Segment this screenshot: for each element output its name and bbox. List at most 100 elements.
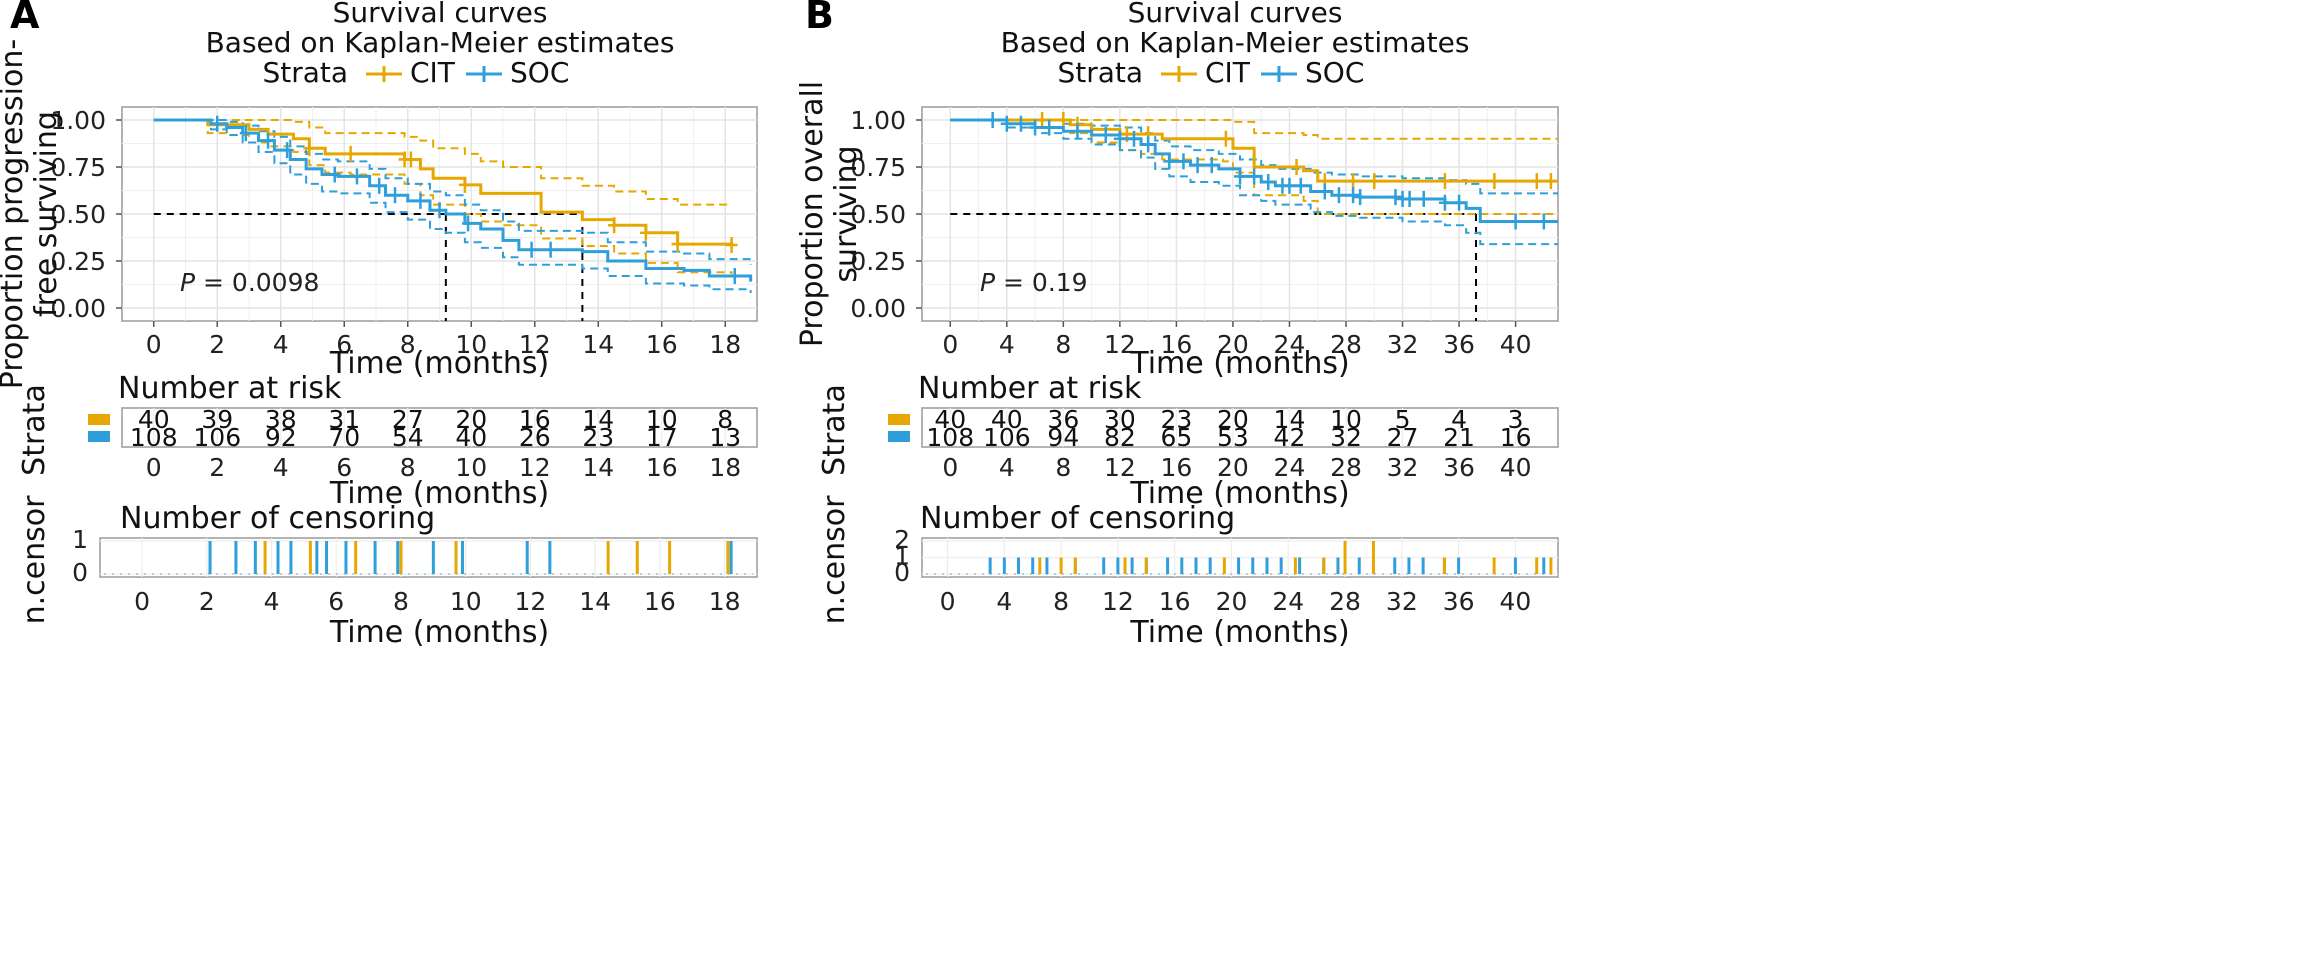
risk-table-title: Number at risk — [118, 371, 342, 406]
x-tick-label: 2 — [209, 330, 225, 359]
risk-cell-cit: 39 — [201, 405, 233, 434]
censor-frame — [99, 537, 758, 578]
censor-x-tick-label: 32 — [1386, 587, 1418, 616]
x-axis-title: Time (months) — [1129, 346, 1349, 381]
chart-subtitle: Based on Kaplan-Meier estimates — [1001, 26, 1470, 59]
risk-cell-soc: 26 — [519, 423, 551, 452]
risk-x-tick-label: 28 — [1330, 453, 1362, 482]
x-tick-label: 20 — [1217, 330, 1249, 359]
risk-x-tick-label: 12 — [1104, 453, 1136, 482]
risk-y-axis-title: Strata — [17, 384, 52, 476]
ci-lower-soc — [153, 119, 752, 293]
risk-cell-soc: 70 — [328, 423, 360, 452]
y-tick-label: 0.25 — [850, 247, 906, 276]
risk-cell-soc: 21 — [1443, 423, 1475, 452]
y-axis-title-line1: Proportion progression- — [0, 39, 30, 389]
x-axis-title: Time (months) — [329, 346, 549, 381]
censor-x-tick-label: 14 — [579, 587, 611, 616]
y-tick-label: 0.75 — [50, 153, 106, 182]
risk-cell-cit: 27 — [392, 405, 424, 434]
risk-x-axis-title: Time (months) — [329, 476, 549, 511]
p-value: P = 0.0098 — [180, 268, 319, 297]
risk-cell-soc: 32 — [1330, 423, 1362, 452]
risk-cell-cit: 4 — [1451, 405, 1467, 434]
km-plot: 0.00 0.25 0.50 0.75 1.00 0 4 8 12 16 20 24 28 32 36 40 T… — [795, 81, 1559, 381]
x-tick-label: 0 — [146, 330, 162, 359]
risk-cell-cit: 40 — [991, 405, 1023, 434]
p-value-symbol: P — [980, 268, 996, 297]
risk-cell-cit: 31 — [328, 405, 360, 434]
censor-x-tick-label: 16 — [644, 587, 676, 616]
censor-x-tick-label: 0 — [940, 587, 956, 616]
risk-cell-cit: 5 — [1395, 405, 1411, 434]
ci-upper-soc — [950, 119, 1558, 195]
risk-cell-cit: 10 — [1330, 405, 1362, 434]
censor-x-tick-label: 4 — [996, 587, 1012, 616]
risk-table-frame — [921, 407, 1559, 448]
legend: Strata CIT SOC — [262, 56, 569, 89]
censor-x-tick-label: 4 — [264, 587, 280, 616]
censor-x-tick-label: 16 — [1159, 587, 1191, 616]
panel-letter: A — [10, 0, 40, 37]
censor-x-tick-label: 8 — [393, 587, 409, 616]
censor-title: Number of censoring — [920, 501, 1235, 536]
risk-x-tick-label: 24 — [1274, 453, 1306, 482]
censor-x-axis-title: Time (months) — [1129, 615, 1349, 650]
risk-x-tick-label: 8 — [400, 453, 416, 482]
risk-cell-cit: 36 — [1047, 405, 1079, 434]
p-value-number: = 0.0098 — [195, 268, 319, 297]
risk-x-tick-label: 6 — [336, 453, 352, 482]
legend-item-cit: CIT — [1205, 56, 1251, 89]
legend-item-soc: SOC — [1305, 56, 1364, 89]
risk-swatch-cit — [88, 414, 110, 425]
y-axis-title-line1: Proportion overall — [795, 81, 830, 347]
x-tick-label: 14 — [582, 330, 614, 359]
x-tick-label: 12 — [519, 330, 551, 359]
risk-cell-soc: 106 — [983, 423, 1031, 452]
x-tick-label: 24 — [1274, 330, 1306, 359]
km-curve-cit — [950, 118, 1558, 183]
panel-letter: B — [805, 0, 834, 37]
risk-cell-soc: 54 — [392, 423, 424, 452]
chart-title: Survival curves — [333, 0, 548, 29]
risk-cell-soc: 106 — [193, 423, 241, 452]
y-tick-label: 0.50 — [850, 200, 906, 229]
risk-x-tick-label: 20 — [1217, 453, 1249, 482]
censor-x-tick-label: 28 — [1329, 587, 1361, 616]
risk-cell-cit: 16 — [519, 405, 551, 434]
risk-x-tick-label: 12 — [519, 453, 551, 482]
risk-cell-cit: 30 — [1104, 405, 1136, 434]
censor-x-tick-label: 18 — [709, 587, 741, 616]
risk-x-tick-label: 16 — [1160, 453, 1192, 482]
censor-y-tick-label: 1 — [72, 525, 88, 554]
risk-y-axis-title: Strata — [817, 384, 852, 476]
risk-cell-soc: 108 — [130, 423, 178, 452]
censor-y-tick-label: 2 — [894, 525, 910, 554]
risk-x-tick-label: 8 — [1055, 453, 1071, 482]
x-tick-label: 28 — [1330, 330, 1362, 359]
censor-y-axis-title: n.censor — [17, 495, 52, 624]
risk-cell-soc: 27 — [1387, 423, 1419, 452]
risk-cell-cit: 40 — [138, 405, 170, 434]
x-tick-label: 16 — [646, 330, 678, 359]
y-tick-label: 0.00 — [850, 294, 906, 323]
risk-cell-soc: 108 — [926, 423, 974, 452]
risk-cell-cit: 8 — [717, 405, 733, 434]
risk-x-tick-label: 4 — [999, 453, 1015, 482]
risk-cell-soc: 40 — [455, 423, 487, 452]
risk-cell-cit: 3 — [1508, 405, 1524, 434]
x-tick-label: 32 — [1387, 330, 1419, 359]
censor-x-tick-label: 8 — [1053, 587, 1069, 616]
x-tick-label: 4 — [273, 330, 289, 359]
risk-x-tick-label: 14 — [582, 453, 614, 482]
censor-x-tick-label: 12 — [515, 587, 547, 616]
risk-table-title: Number at risk — [918, 371, 1142, 406]
risk-cell-cit: 20 — [455, 405, 487, 434]
censor-x-tick-label: 24 — [1272, 587, 1304, 616]
risk-x-tick-label: 0 — [146, 453, 162, 482]
x-tick-label: 18 — [709, 330, 741, 359]
